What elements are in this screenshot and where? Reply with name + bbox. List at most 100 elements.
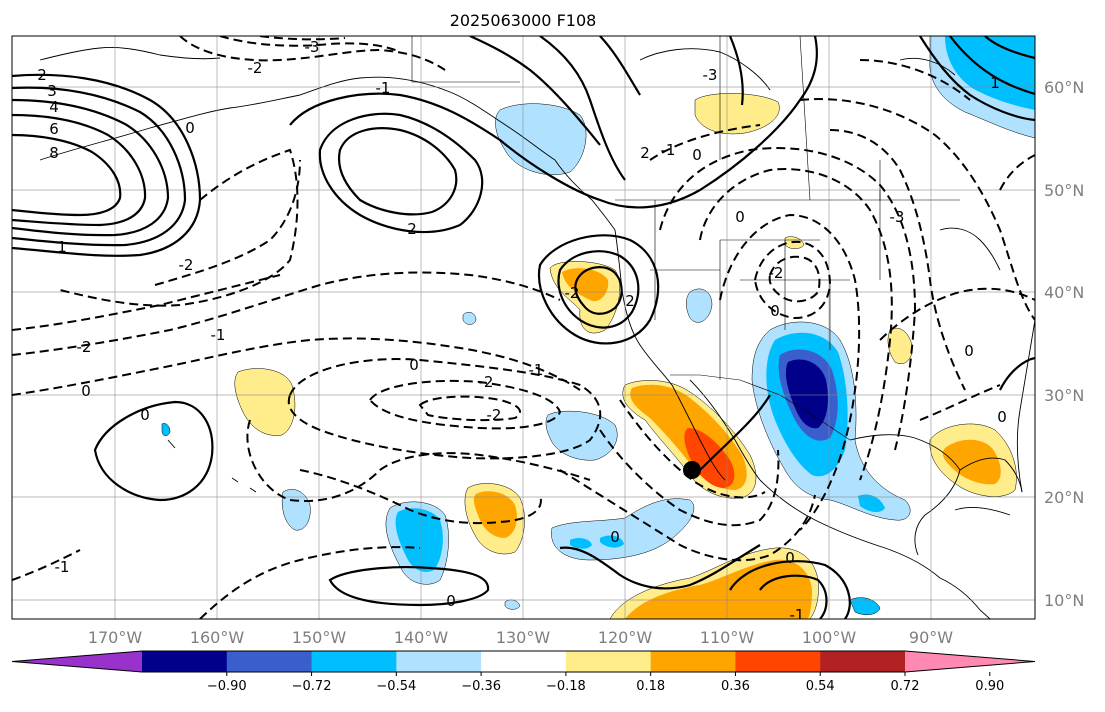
contour-label: -1 (211, 326, 226, 344)
contour-label: -1 (790, 606, 805, 624)
contour-label: 0 (185, 119, 195, 137)
contour-solid (539, 36, 626, 181)
border-alaska (411, 36, 520, 83)
contour-dashed (829, 129, 966, 391)
contour-dashed (699, 168, 893, 481)
colorbar-segment (650, 651, 736, 672)
lon-label: 140°W (394, 628, 449, 647)
contour-solid (537, 234, 660, 345)
lon-label: 170°W (88, 628, 143, 647)
lon-label: 110°W (700, 628, 755, 647)
contour-label: 2 (407, 220, 417, 238)
contour-dashed (199, 546, 421, 619)
contour-label: 2 (640, 144, 650, 162)
gridlines (12, 36, 1035, 619)
colorbar-segment (142, 651, 228, 672)
contour-solid (12, 98, 170, 237)
colorbar-segment (226, 651, 313, 672)
map-area: -3 -2 2 3 4 6 8 0 -1 1 2 -2 -2 0 -1 -2 0… (12, 36, 1035, 624)
lon-label: 150°W (292, 628, 347, 647)
colorbar-tick-label: 0.90 (975, 679, 1004, 694)
contour-label: -2 (565, 284, 580, 302)
contour-label: -3 (305, 38, 320, 56)
contour-label: -1 (55, 558, 70, 576)
contour-label: -2 (479, 373, 494, 391)
shade-region (562, 268, 609, 302)
contour-label: 0 (692, 146, 702, 164)
contour-solid (337, 127, 458, 216)
contour-lines (12, 36, 1035, 619)
contour-solid (728, 36, 744, 106)
contour-label: 0 (409, 356, 419, 374)
colorbar-segment (311, 651, 397, 672)
contour-dashed (753, 240, 832, 320)
contour-dashed (999, 154, 1035, 191)
contour-label: 1 (57, 238, 67, 256)
contour-solid (729, 560, 851, 619)
shade-region (281, 489, 311, 531)
hawaii-islands (167, 439, 257, 493)
colorbar-segment (735, 651, 821, 672)
colorbar-tick-label: −0.90 (207, 679, 247, 694)
border-provinces (719, 36, 960, 201)
coastline-gulf (849, 434, 961, 556)
coastline-labrador (899, 57, 956, 76)
contour-label: 8 (49, 144, 59, 162)
contour-dashed (919, 384, 1001, 421)
contour-solid (919, 36, 1035, 122)
contour-dashed (12, 337, 581, 396)
coastline-east (1016, 319, 1035, 493)
contour-label: 2 (37, 66, 47, 84)
shade-region (473, 491, 517, 538)
contour-label: 0 (446, 592, 456, 610)
colorbar: −0.90 −0.72 −0.54 −0.36 −0.18 0.18 0.36 0.54 0.7… (11, 650, 1036, 694)
contour-lines-dashed (12, 36, 1035, 619)
contour-label: -1 (661, 141, 676, 159)
contour-label: -2 (487, 406, 502, 424)
lon-label: 160°W (190, 628, 245, 647)
contour-solid (574, 266, 623, 315)
colorbar-segment (565, 651, 652, 672)
contour-dashed (799, 98, 1035, 321)
contour-solid (984, 36, 1035, 60)
colorbar-segment (820, 651, 906, 672)
colorbar-tick-label: −0.54 (376, 679, 416, 694)
map-frame (11, 35, 1036, 620)
lon-label: 100°W (802, 628, 857, 647)
contour-label: 0 (610, 528, 620, 546)
colorbar-tick-label: −0.36 (461, 679, 501, 694)
contour-solid (557, 250, 640, 329)
contour-label: 0 (735, 208, 745, 226)
coastline-greatlakes (939, 227, 1001, 271)
colorbar-segment (396, 651, 482, 672)
contour-solid (559, 544, 761, 590)
contour-label: 0 (997, 408, 1007, 426)
shade-region (161, 423, 171, 436)
point-marker (683, 461, 701, 479)
shade-region (462, 312, 477, 325)
contour-solid (289, 36, 818, 209)
contour-dashed (12, 549, 81, 581)
colorbar-tick-label: 0.18 (636, 679, 665, 694)
contour-dashed (649, 124, 761, 161)
contour-solid (12, 86, 187, 247)
contour-dashed (179, 36, 446, 71)
lat-label: 50°N (1044, 181, 1084, 200)
contour-dashed (599, 429, 780, 527)
coastline-baja (671, 384, 726, 481)
lat-label: 10°N (1044, 591, 1084, 610)
contour-dashed (12, 271, 561, 356)
political-borders (411, 36, 960, 441)
colorbar-tick-label: −0.72 (292, 679, 332, 694)
contour-dashed (859, 59, 971, 101)
contour-solid (999, 356, 1035, 391)
contour-label: -2 (248, 59, 263, 77)
contour-solid (318, 112, 484, 234)
contour-solid (328, 566, 490, 607)
colorbar-outline (11, 650, 1036, 673)
colorbar-segment (481, 651, 567, 672)
shade-region (625, 559, 812, 619)
contour-label: -2 (77, 338, 92, 356)
contour-label: 0 (81, 382, 91, 400)
